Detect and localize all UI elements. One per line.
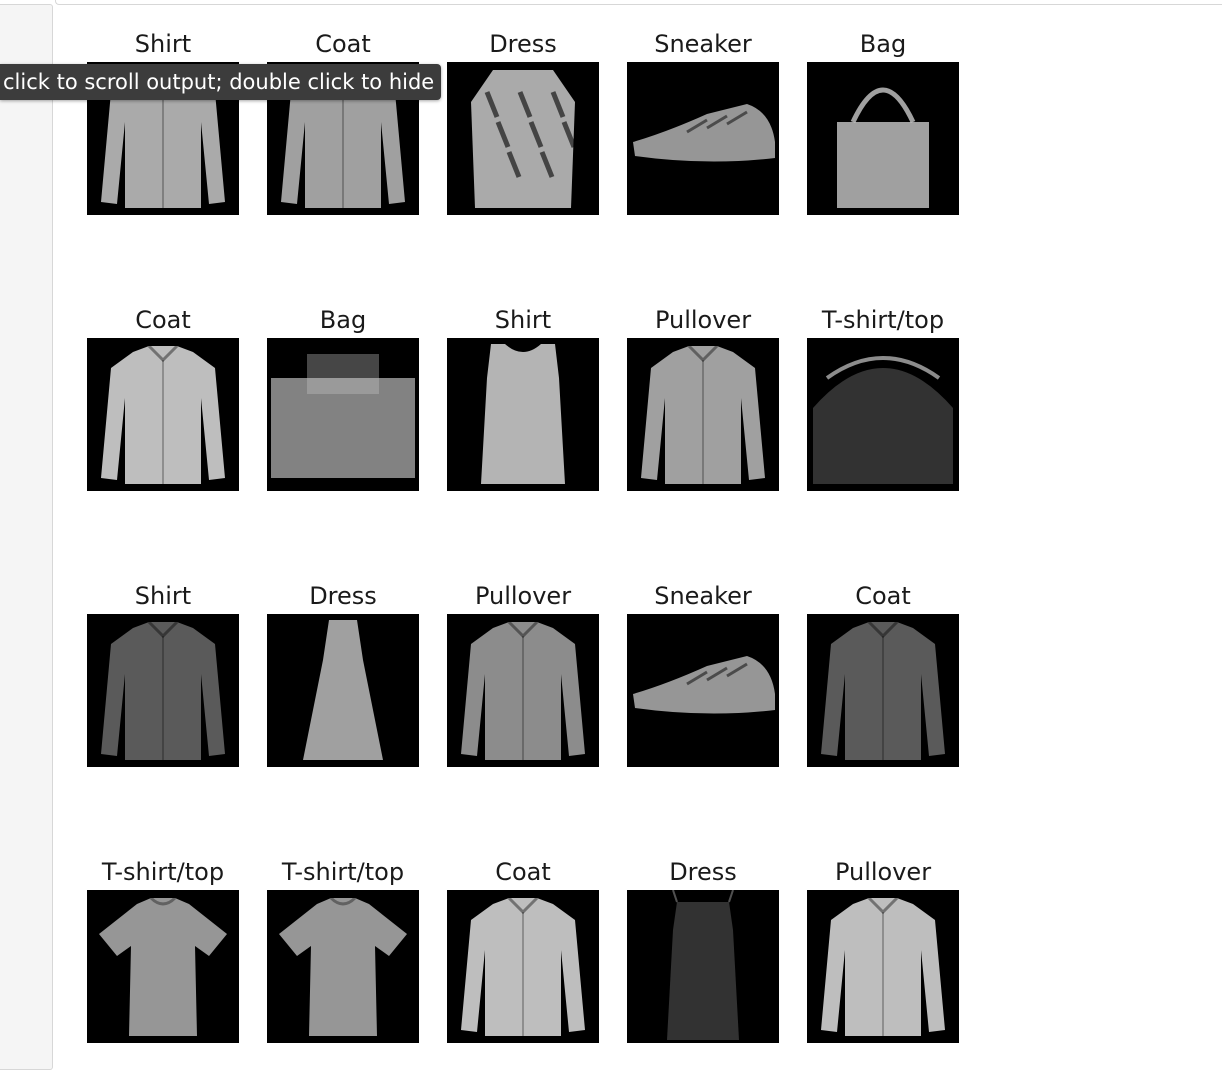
image-label: Dress <box>309 582 377 610</box>
fashion-item-image <box>87 338 239 491</box>
image-label: Dress <box>669 858 737 886</box>
image-label: Pullover <box>834 858 932 886</box>
image-label: Pullover <box>474 582 572 610</box>
image-label: Pullover <box>654 306 752 334</box>
image-label: Dress <box>489 30 557 58</box>
fashion-item-image <box>447 614 599 767</box>
scroll-output-tooltip: click to scroll output; double click to … <box>0 64 442 100</box>
cell-top-border <box>55 0 1222 5</box>
fashion-item-image <box>807 62 959 215</box>
image-label: Coat <box>315 30 371 58</box>
fashion-item-image <box>267 890 419 1043</box>
fashion-item-image <box>267 338 419 491</box>
fashion-item-image <box>87 614 239 767</box>
image-label: T-shirt/top <box>101 858 225 886</box>
fashion-item-image <box>807 890 959 1043</box>
fashion-item-image <box>447 62 599 215</box>
output-prompt-gutter[interactable] <box>0 4 53 1070</box>
image-label: Sneaker <box>654 582 752 610</box>
image-label: Coat <box>135 306 191 334</box>
fashion-item-image <box>447 338 599 491</box>
image-label: Shirt <box>134 30 192 58</box>
fashion-item-image <box>627 890 779 1043</box>
image-label: Coat <box>495 858 551 886</box>
fashion-item-image <box>807 338 959 491</box>
image-label: Sneaker <box>654 30 752 58</box>
image-label: Coat <box>855 582 911 610</box>
fashion-item-image <box>267 614 419 767</box>
fashion-item-image <box>627 614 779 767</box>
fashion-item-image <box>627 62 779 215</box>
image-label: T-shirt/top <box>821 306 945 334</box>
image-label: Bag <box>859 30 907 58</box>
image-label: Bag <box>319 306 367 334</box>
fashion-item-image <box>87 890 239 1043</box>
image-label: Shirt <box>494 306 552 334</box>
image-label: T-shirt/top <box>281 858 405 886</box>
fashion-item-image <box>267 62 419 215</box>
fashion-item-image <box>447 890 599 1043</box>
fashion-item-image <box>627 338 779 491</box>
cell-output-area[interactable]: Shirt Coat Dress Sneaker Bag Coat Bag Shirt Pull… <box>56 6 1222 1082</box>
fashion-item-image <box>807 614 959 767</box>
image-label: Shirt <box>134 582 192 610</box>
